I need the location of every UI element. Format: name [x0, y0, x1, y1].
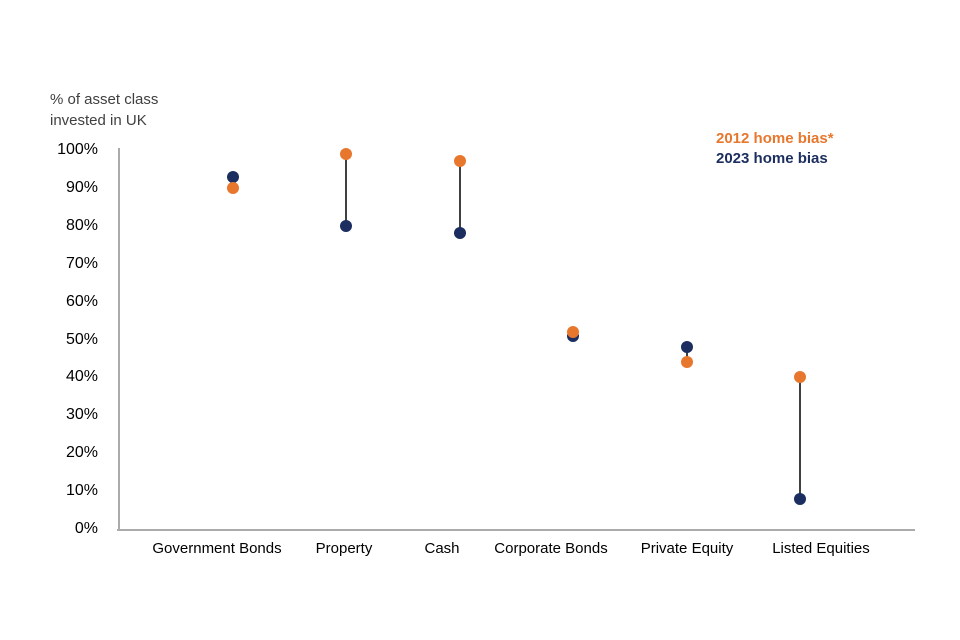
y-tick-label: 30% — [65, 406, 98, 424]
y-axis-title: % of asset class invested in UK — [50, 89, 158, 131]
y-tick-label: 50% — [65, 330, 98, 348]
dot-2012-home-bias — [794, 371, 806, 384]
connector-line — [345, 153, 347, 226]
y-tick-label: 100% — [57, 141, 98, 158]
dot-2012-home-bias — [681, 356, 693, 369]
x-axis-line — [117, 528, 915, 531]
y-axis-title-line2: invested in UK — [50, 112, 147, 129]
x-category-label: Cash — [424, 540, 460, 557]
y-tick-label: 90% — [65, 178, 98, 196]
y-tick-label: 70% — [65, 254, 98, 272]
x-category-label: Property — [315, 540, 373, 557]
x-category-label: Government Bonds — [152, 540, 282, 557]
y-axis-line — [118, 148, 120, 530]
x-category-label: Private Equity — [640, 540, 734, 557]
dot-2023-home-bias — [681, 341, 693, 354]
dot-2023-home-bias — [454, 227, 466, 240]
y-tick-label: 40% — [65, 368, 98, 386]
dot-2012-home-bias — [454, 155, 466, 168]
dot-2012-home-bias — [227, 181, 239, 194]
y-axis-title-line1: % of asset class — [50, 91, 159, 108]
connector-line — [459, 161, 461, 234]
dot-2023-home-bias — [794, 492, 806, 505]
y-tick-label: 60% — [65, 292, 98, 310]
dot-2023-home-bias — [227, 170, 239, 183]
chart-legend: 2012 home bias* 2023 home bias — [716, 129, 834, 169]
y-tick-label: 80% — [65, 216, 98, 234]
connector-line — [799, 377, 801, 499]
y-tick-label: 20% — [65, 444, 98, 462]
legend-item-2023-home-bias: 2023 home bias — [716, 150, 828, 167]
y-tick-label: 10% — [65, 482, 98, 500]
x-category-label: Corporate Bonds — [494, 540, 608, 557]
y-tick-label: 0% — [74, 520, 98, 537]
dot-2023-home-bias — [340, 219, 352, 232]
dot-2012-home-bias — [340, 147, 352, 160]
dot-2012-home-bias — [567, 325, 579, 338]
x-category-label: Listed Equities — [772, 540, 870, 557]
legend-item-2012-home-bias: 2012 home bias* — [716, 130, 834, 147]
connector-line — [686, 347, 688, 363]
